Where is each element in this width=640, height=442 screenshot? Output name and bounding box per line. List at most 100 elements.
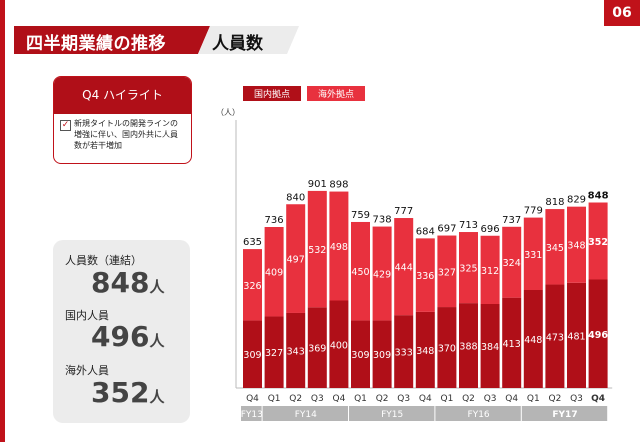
highlight-text: 新規タイトルの開発ラインの 増強に伴い、国内外共に人員 数が若干増加 xyxy=(74,118,185,151)
bar-domestic xyxy=(437,307,457,388)
bar-domestic xyxy=(394,315,414,388)
highlight-line: 増強に伴い、国内外共に人員 xyxy=(74,130,178,139)
bar-domestic xyxy=(567,282,586,388)
page-subtitle: 人員数 xyxy=(212,34,263,54)
total-headcount-number: 848 xyxy=(91,266,150,299)
data-label-domestic: 348 xyxy=(416,346,434,357)
legend-swatch-overseas xyxy=(307,86,365,101)
x-tick-label: Q1 xyxy=(440,394,453,404)
bar-overseas xyxy=(415,238,435,312)
domestic-headcount-value: 496人 xyxy=(91,320,164,353)
data-label-domestic: 333 xyxy=(395,348,413,359)
data-label-total: 696 xyxy=(481,224,500,235)
domestic-headcount-unit: 人 xyxy=(149,332,165,350)
bar-overseas xyxy=(394,218,414,316)
bar-overseas xyxy=(372,226,392,321)
data-label-domestic: 481 xyxy=(567,331,585,342)
bar-overseas xyxy=(264,227,284,317)
data-label-domestic: 343 xyxy=(287,346,305,357)
fiscal-year-label: FY16 xyxy=(468,410,490,420)
fiscal-year-label: FY17 xyxy=(552,410,577,420)
data-label-overseas: 336 xyxy=(416,271,434,282)
bar-overseas xyxy=(545,209,565,285)
headcount-stats-panel: 人員数（連結） 848人 国内人員 496人 海外人員 352人 xyxy=(53,240,190,423)
data-label-overseas: 497 xyxy=(287,255,305,266)
total-headcount-value: 848人 xyxy=(91,266,164,299)
x-tick-label: Q4 xyxy=(591,394,605,404)
x-tick-label: Q3 xyxy=(484,394,497,404)
bar-overseas xyxy=(329,191,349,301)
domestic-headcount-number: 496 xyxy=(91,320,150,353)
total-headcount-unit: 人 xyxy=(149,278,165,296)
data-label-domestic: 369 xyxy=(308,344,326,355)
x-tick-label: Q2 xyxy=(548,394,561,404)
data-label-total: 737 xyxy=(502,215,521,226)
data-label-total: 840 xyxy=(286,192,305,203)
bar-domestic xyxy=(286,312,306,388)
bar-overseas xyxy=(502,226,522,298)
bar-domestic xyxy=(459,303,478,388)
data-label-total: 738 xyxy=(373,215,392,226)
bar-domestic xyxy=(264,316,284,388)
data-label-overseas: 331 xyxy=(524,250,542,261)
bar-overseas xyxy=(480,235,500,304)
data-label-overseas: 444 xyxy=(395,263,413,274)
data-label-domestic: 384 xyxy=(481,342,499,353)
fiscal-year-label: FY13 xyxy=(241,410,263,420)
fiscal-year-band xyxy=(241,406,262,421)
x-tick-label: Q2 xyxy=(289,394,302,404)
y-axis-unit-label: （人） xyxy=(216,108,240,117)
data-label-overseas: 325 xyxy=(459,264,477,275)
data-label-total: 713 xyxy=(459,220,478,231)
highlight-box: Q4 ハイライト ✓ 新規タイトルの開発ラインの 増強に伴い、国内外共に人員 数… xyxy=(53,76,192,164)
overseas-headcount-value: 352人 xyxy=(91,376,164,409)
x-tick-label: Q1 xyxy=(354,394,367,404)
bar-domestic xyxy=(329,300,349,388)
data-label-overseas: 450 xyxy=(351,267,369,278)
data-label-total: 848 xyxy=(588,191,609,202)
data-label-overseas: 324 xyxy=(503,258,521,269)
data-label-domestic: 388 xyxy=(459,342,477,353)
bar-overseas xyxy=(567,206,586,283)
data-label-total: 736 xyxy=(265,215,284,226)
data-label-domestic: 309 xyxy=(373,350,391,361)
x-tick-label: Q4 xyxy=(332,394,345,404)
x-tick-label: Q3 xyxy=(570,394,583,404)
highlight-line: 新規タイトルの開発ラインの xyxy=(74,119,178,128)
data-label-domestic: 496 xyxy=(588,330,608,341)
bar-domestic xyxy=(523,290,543,388)
x-tick-label: Q4 xyxy=(505,394,518,404)
bar-domestic xyxy=(588,279,608,388)
fiscal-year-band xyxy=(435,406,521,421)
data-label-domestic: 413 xyxy=(503,339,521,350)
bar-domestic xyxy=(307,307,327,388)
data-label-domestic: 473 xyxy=(546,332,564,343)
data-label-overseas: 429 xyxy=(373,269,391,280)
domestic-headcount-label: 国内人員 xyxy=(65,309,109,322)
data-label-overseas: 345 xyxy=(546,243,564,254)
data-label-overseas: 352 xyxy=(588,237,608,248)
data-label-total: 697 xyxy=(437,224,456,235)
fiscal-year-band xyxy=(262,406,348,421)
data-label-domestic: 327 xyxy=(265,348,283,359)
left-accent-bar xyxy=(0,0,5,442)
data-label-overseas: 326 xyxy=(243,281,261,292)
title-banner-shape xyxy=(14,26,299,54)
x-tick-label: Q1 xyxy=(527,394,540,404)
x-tick-label: Q2 xyxy=(462,394,475,404)
fiscal-year-band xyxy=(349,406,435,421)
fiscal-year-label: FY14 xyxy=(295,410,317,420)
bar-domestic xyxy=(415,311,435,388)
data-label-total: 818 xyxy=(545,197,564,208)
highlight-line: 数が若干増加 xyxy=(74,141,122,150)
fiscal-year-label: FY15 xyxy=(381,410,403,420)
overseas-headcount-unit: 人 xyxy=(149,388,165,406)
x-tick-label: Q2 xyxy=(376,394,389,404)
legend-swatch-domestic xyxy=(243,86,301,101)
data-label-total: 635 xyxy=(243,237,262,248)
data-label-total: 829 xyxy=(567,195,586,206)
bar-domestic xyxy=(243,320,262,388)
data-label-overseas: 312 xyxy=(481,266,499,277)
page-number: 06 xyxy=(604,0,640,26)
